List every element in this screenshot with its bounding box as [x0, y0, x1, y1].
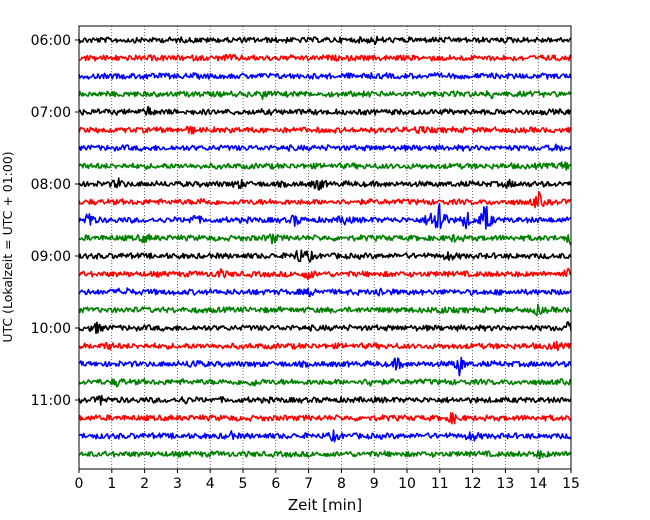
x-tick-label: 5 [239, 476, 248, 492]
trace-0945 [78, 303, 572, 317]
trace-0730 [78, 143, 572, 152]
trace-0600 [78, 35, 572, 46]
x-tick-label: 14 [529, 476, 547, 492]
y-tick-label: 11:00 [31, 393, 71, 409]
trace-1015 [78, 340, 572, 352]
trace-0715 [78, 125, 572, 135]
x-tick-label: 11 [431, 476, 449, 492]
y-tick-label: 10:00 [31, 321, 71, 337]
trace-1130 [78, 429, 572, 443]
plot-frame [78, 25, 572, 470]
y-tick-label: 07:00 [31, 105, 71, 121]
trace-1000 [78, 321, 572, 335]
x-tick-label: 1 [107, 476, 116, 492]
trace-0800 [78, 177, 572, 191]
x-tick-label: 10 [398, 476, 416, 492]
trace-0615 [78, 53, 572, 62]
y-axis-ticks: 06:00 07:00 08:00 09:00 10:00 11:00 [31, 33, 79, 409]
trace-0900 [78, 249, 572, 263]
trace-0645 [78, 90, 572, 100]
trace-1100 [78, 394, 572, 406]
x-tick-label: 6 [271, 476, 280, 492]
trace-0815 [78, 191, 572, 209]
trace-1030 [78, 356, 572, 377]
x-tick-label: 9 [370, 476, 379, 492]
trace-group [78, 35, 572, 460]
x-tick-label: 0 [75, 476, 84, 492]
y-tick-label: 06:00 [31, 33, 71, 49]
x-tick-label: 13 [496, 476, 514, 492]
trace-0930 [78, 287, 572, 298]
trace-0700 [78, 105, 572, 116]
y-axis-label: UTC (Lokalzeit = UTC + 01:00) [0, 151, 15, 342]
trace-0630 [78, 72, 572, 80]
x-axis-label: Zeit [min] [288, 496, 362, 514]
x-tick-label: 8 [337, 476, 346, 492]
trace-1145 [78, 450, 572, 460]
trace-0830 [78, 202, 572, 230]
trace-1115 [78, 412, 572, 425]
trace-0745 [78, 161, 572, 171]
x-tick-label: 2 [140, 476, 149, 492]
trace-1045 [78, 378, 572, 388]
x-tick-label: 4 [206, 476, 215, 492]
x-axis-ticks: 0 1 2 3 4 5 6 7 8 9 10 11 12 13 14 15 [75, 469, 580, 492]
trace-0915 [78, 267, 572, 281]
x-tick-label: 7 [304, 476, 313, 492]
x-tick-label: 15 [562, 476, 580, 492]
y-tick-label: 09:00 [31, 249, 71, 265]
x-tick-label: 12 [464, 476, 482, 492]
trace-0845 [78, 233, 572, 246]
x-tick-label: 3 [173, 476, 182, 492]
y-tick-label: 08:00 [31, 177, 71, 193]
vertical-grid [111, 26, 539, 469]
